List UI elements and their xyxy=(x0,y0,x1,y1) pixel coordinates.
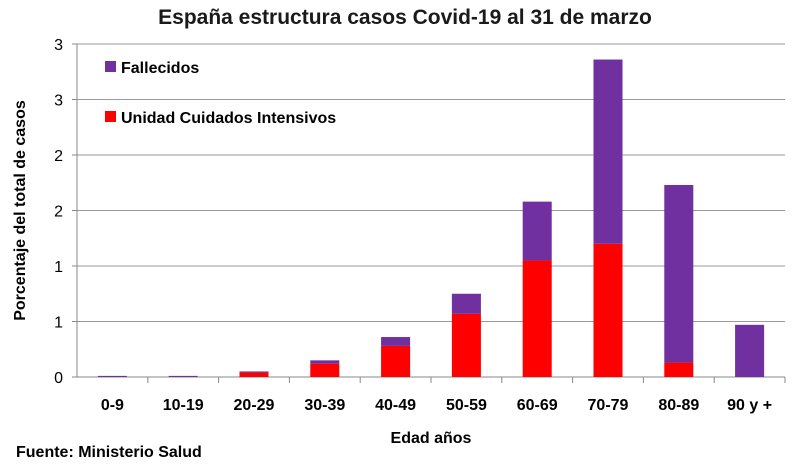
x-tick-label: 50-59 xyxy=(446,397,487,414)
bar-uci xyxy=(664,362,694,377)
x-tick-label: 30-39 xyxy=(304,397,345,414)
bar-uci xyxy=(239,372,269,377)
bar-uci xyxy=(451,313,481,377)
bar-fallecidos xyxy=(664,184,694,363)
bar-uci xyxy=(310,363,340,377)
x-tick-label: 40-49 xyxy=(375,397,416,414)
x-tick-label: 70-79 xyxy=(588,397,629,414)
bar-fallecidos xyxy=(310,360,340,364)
y-tick-label: 2 xyxy=(54,148,63,165)
y-tick-label: 3 xyxy=(54,37,63,54)
bar-fallecidos xyxy=(381,337,411,346)
y-tick-label: 1 xyxy=(54,315,63,332)
bar-fallecidos xyxy=(168,375,198,377)
x-tick-label: 60-69 xyxy=(517,397,558,414)
bar-fallecidos xyxy=(97,375,127,377)
bar-fallecidos xyxy=(239,371,269,373)
legend-label: Unidad Cuidados Intensivos xyxy=(121,110,336,127)
bar-uci xyxy=(522,260,552,377)
y-tick-label: 3 xyxy=(54,93,63,110)
y-tick-label: 0 xyxy=(54,370,63,387)
bar-uci xyxy=(593,243,623,377)
y-tick-label: 2 xyxy=(54,204,63,221)
chart-title: España estructura casos Covid-19 al 31 d… xyxy=(158,6,652,29)
bar-fallecidos xyxy=(522,201,552,261)
x-axis-title: Edad años xyxy=(391,430,472,447)
bar-uci xyxy=(381,345,411,377)
x-tick-label: 20-29 xyxy=(234,397,275,414)
legend-label: Fallecidos xyxy=(121,60,199,77)
x-tick-label: 90 y + xyxy=(727,397,772,414)
legend-swatch xyxy=(105,61,116,72)
x-tick-label: 0-9 xyxy=(101,397,124,414)
bar-fallecidos xyxy=(593,59,623,244)
x-tick-label: 10-19 xyxy=(163,397,204,414)
bar-fallecidos xyxy=(735,324,765,377)
legend-swatch xyxy=(105,111,116,122)
bar-fallecidos xyxy=(451,293,481,314)
source-note: Fuente: Ministerio Salud xyxy=(16,444,202,461)
y-axis-title: Porcentaje del total de casos xyxy=(12,100,29,321)
y-tick-label: 1 xyxy=(54,259,63,276)
x-tick-label: 80-89 xyxy=(658,397,699,414)
